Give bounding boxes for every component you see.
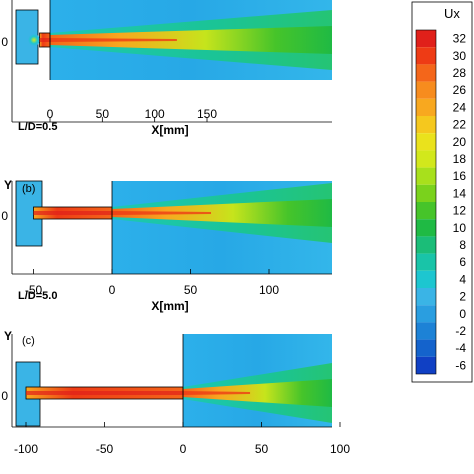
x-tick-label: -50	[25, 283, 43, 297]
colorbar-level-label: 26	[453, 83, 467, 97]
panel-2: -50 0 50 100 0 Y (b) X[mm] L/D=5.0	[1, 178, 332, 313]
colorbar-level-label: 4	[459, 272, 466, 286]
colorbar-swatch	[416, 116, 436, 134]
colorbar-level-label: -4	[455, 341, 466, 355]
panel-label: (b)	[22, 183, 35, 195]
colorbar-swatch	[416, 339, 436, 357]
ld-annotation: L/D=5.0	[18, 290, 57, 302]
tube-core	[39, 38, 50, 42]
colorbar-level-label: 0	[459, 307, 466, 321]
x-tick-label: -100	[14, 442, 38, 456]
x-tick-label: 0	[109, 283, 116, 297]
x-tick-label: 0	[180, 442, 187, 456]
panel-1: 0 50 100 150 0 X[mm] L/D=0.5	[1, 0, 332, 137]
colorbar-level-label: 24	[453, 100, 467, 114]
colorbar-swatch	[416, 98, 436, 116]
y-axis-label: Y	[4, 329, 12, 343]
jet-potential-core	[183, 391, 251, 395]
colorbar-swatch	[416, 305, 436, 323]
y-tick-label: 0	[1, 35, 8, 49]
colorbar-swatch	[416, 184, 436, 202]
tube-core	[26, 391, 183, 395]
colorbar-swatch	[416, 288, 436, 306]
colorbar-swatch	[416, 236, 436, 254]
jet-core	[183, 379, 332, 407]
x-tick-label: 100	[330, 442, 350, 456]
x-tick-label: 50	[184, 283, 198, 297]
y-tick-label: 0	[1, 389, 8, 403]
x-tick-label: 150	[197, 107, 217, 121]
colorbar-level-label: 14	[453, 186, 467, 200]
colorbar-swatch	[416, 133, 436, 151]
x-tick-label: 100	[259, 283, 279, 297]
colorbar-swatch	[416, 30, 436, 48]
colorbar-level-label: 28	[453, 66, 467, 80]
jet-potential-core	[112, 211, 211, 215]
colorbar-level-label: -2	[455, 324, 466, 338]
colorbar-level-label: 18	[453, 152, 467, 166]
x-tick-label: 0	[47, 107, 54, 121]
colorbar-title: Ux	[444, 6, 460, 21]
colorbar-level-label: 20	[453, 135, 467, 149]
colorbar-level-label: 12	[453, 204, 467, 218]
colorbar-swatch	[416, 81, 436, 99]
inlet-vortex	[28, 34, 40, 46]
x-tick-label: 50	[255, 442, 269, 456]
colorbar-swatch	[416, 64, 436, 82]
y-tick-label: 0	[1, 209, 8, 223]
colorbar-swatch	[416, 219, 436, 237]
y-axis-label: Y	[4, 178, 12, 192]
colorbar-level-label: 10	[453, 221, 467, 235]
colorbar-level-label: 2	[459, 290, 466, 304]
x-axis-label: X[mm]	[151, 299, 188, 313]
colorbar-swatch	[416, 270, 436, 288]
colorbar-swatch	[416, 47, 436, 65]
panel-label: (c)	[22, 335, 35, 347]
colorbar-level-label: 32	[453, 32, 467, 46]
colorbar-swatch	[416, 356, 436, 374]
jet-core	[50, 26, 332, 54]
x-axis-label: X[mm]	[151, 123, 188, 137]
colorbar-swatch	[416, 253, 436, 271]
jet-core	[112, 199, 332, 227]
colorbar-swatch	[416, 202, 436, 220]
x-tick-label: 50	[96, 107, 110, 121]
colorbar-swatch	[416, 150, 436, 168]
colorbar-level-label: 30	[453, 49, 467, 63]
ld-annotation: L/D=0.5	[18, 121, 57, 133]
colorbar-level-label: -6	[455, 358, 466, 372]
colorbar-swatch	[416, 167, 436, 185]
colorbar-level-label: 8	[459, 238, 466, 252]
colorbar-level-label: 16	[453, 169, 467, 183]
colorbar-level-label: 6	[459, 255, 466, 269]
colorbar-swatch	[416, 322, 436, 340]
colorbar-level-label: 22	[453, 118, 467, 132]
x-tick-label: -50	[96, 442, 114, 456]
panel-3: -100 -50 0 50 100 0 Y (c)	[1, 329, 350, 456]
jet-potential-core	[50, 38, 177, 42]
colorbar-outline	[415, 29, 437, 375]
x-tick-label: 100	[145, 107, 165, 121]
tube-core	[33, 211, 112, 215]
